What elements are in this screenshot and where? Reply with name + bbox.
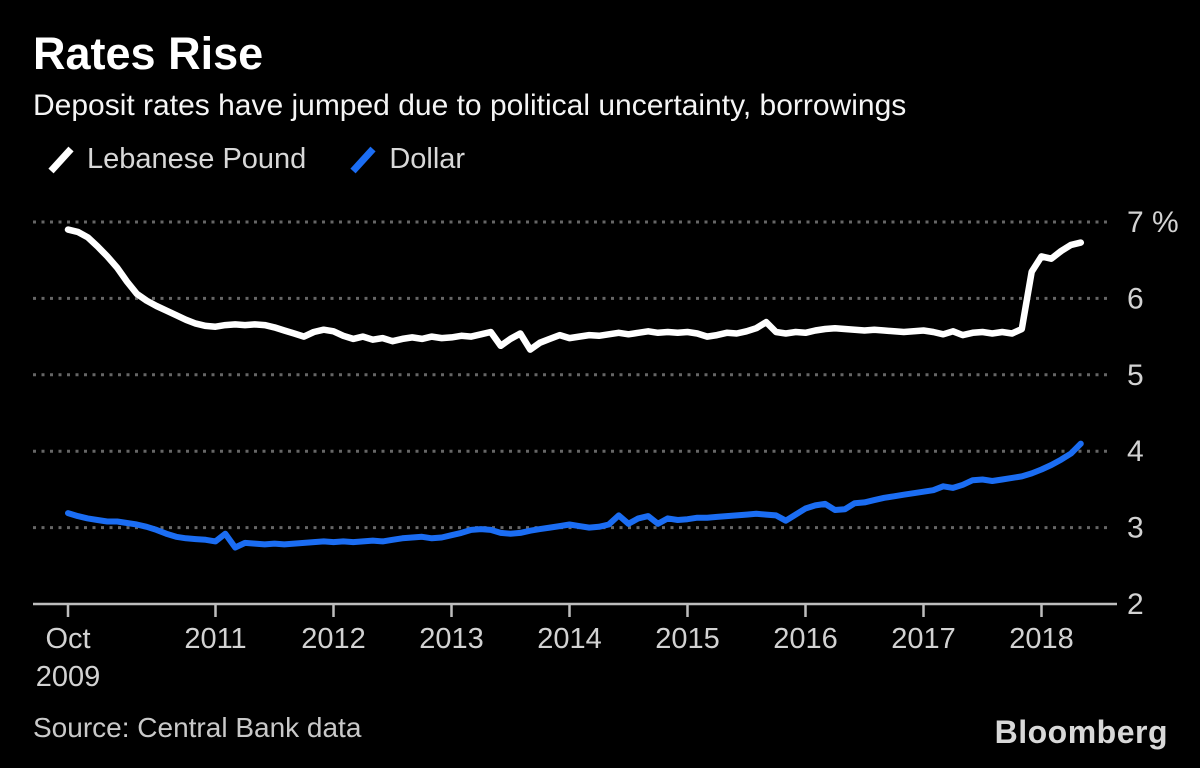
x-axis-label-2017: 2017 [891, 623, 956, 655]
legend-item-dollar: Dollar [348, 143, 465, 176]
x-axis-label-Oct: Oct [45, 623, 90, 655]
x-axis-label-2014: 2014 [537, 623, 602, 655]
page-title: Rates Rise [33, 28, 264, 79]
y-axis-label-2: 2 [1127, 588, 1144, 621]
x-axis-label-2015: 2015 [655, 623, 720, 655]
legend-item-lebanese-pound: Lebanese Pound [46, 143, 306, 176]
lebanese-pound-line-swatch-icon [48, 146, 74, 173]
dollar-line-swatch-icon [350, 146, 376, 173]
x-axis-label-2016: 2016 [773, 623, 838, 655]
bloomberg-logo: Bloomberg [994, 714, 1168, 750]
line-series-lebanese-pound [64, 226, 1085, 353]
x-axis-label-2009: 2009 [36, 661, 101, 693]
source-attribution: Source: Central Bank data [33, 712, 362, 743]
y-axis-label-6: 6 [1127, 282, 1144, 315]
legend-label-lebanese-pound: Lebanese Pound [87, 143, 307, 175]
x-axis-label-2018: 2018 [1009, 623, 1074, 655]
x-axis-label-2013: 2013 [419, 623, 484, 655]
chart-subtitle: Deposit rates have jumped due to politic… [33, 89, 907, 122]
y-axis-label-5: 5 [1127, 359, 1144, 392]
x-axis-label-2011: 2011 [184, 623, 246, 655]
y-axis-label-4: 4 [1127, 435, 1144, 468]
y-axis-label-7: 7 % [1127, 206, 1179, 239]
legend-label-dollar: Dollar [389, 143, 466, 175]
chart-legend: Lebanese Pound Dollar [46, 143, 465, 176]
line-series-dollar [65, 440, 1084, 551]
y-axis-label-3: 3 [1127, 512, 1144, 545]
x-axis-label-2012: 2012 [301, 623, 366, 655]
